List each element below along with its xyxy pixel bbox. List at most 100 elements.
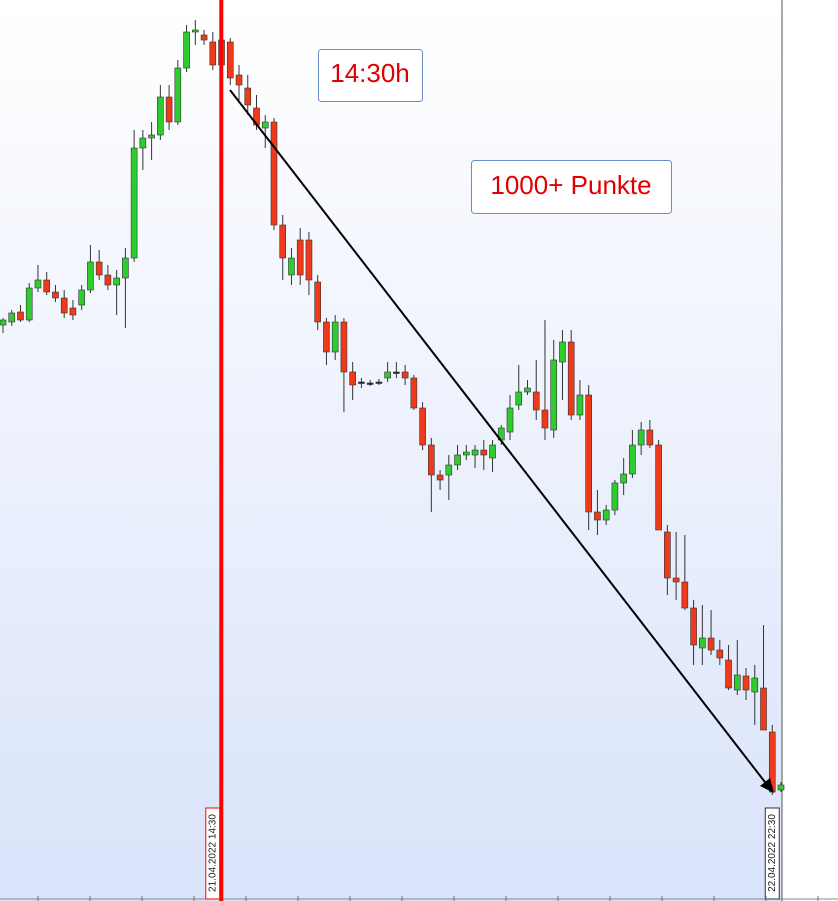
candle-body bbox=[52, 291, 59, 299]
candle bbox=[122, 248, 129, 328]
candle bbox=[777, 782, 785, 792]
candle bbox=[52, 285, 59, 302]
candle-body bbox=[733, 674, 741, 691]
x-tick-label: 22.04.2022 22:30 bbox=[767, 814, 778, 892]
candle bbox=[25, 283, 33, 322]
candle-body bbox=[34, 279, 42, 289]
candle bbox=[401, 365, 409, 385]
candle-body bbox=[113, 277, 120, 286]
candle-body bbox=[279, 224, 287, 259]
candle bbox=[340, 318, 348, 412]
candle-body bbox=[419, 407, 426, 446]
candle bbox=[594, 490, 601, 535]
candle bbox=[699, 605, 706, 665]
candle-body bbox=[148, 134, 155, 139]
candle bbox=[34, 265, 42, 292]
candle-body bbox=[480, 449, 488, 456]
arrow bbox=[229, 89, 774, 793]
candle bbox=[366, 380, 374, 386]
candle-body bbox=[454, 454, 461, 466]
plot-background bbox=[0, 0, 782, 901]
candle bbox=[646, 420, 654, 448]
candle bbox=[78, 285, 85, 310]
candle bbox=[655, 440, 662, 531]
candle bbox=[17, 305, 24, 322]
candle bbox=[760, 625, 767, 731]
candle bbox=[104, 265, 112, 290]
candle-body bbox=[463, 451, 470, 456]
candle bbox=[393, 362, 400, 378]
candle-body bbox=[567, 341, 575, 416]
candle-body bbox=[139, 137, 147, 149]
candle bbox=[611, 480, 619, 515]
candle bbox=[672, 532, 680, 600]
candle bbox=[148, 122, 155, 160]
candle bbox=[410, 375, 418, 410]
annotation-box bbox=[471, 160, 672, 214]
candle bbox=[480, 440, 488, 470]
candle bbox=[323, 318, 330, 365]
annotation-1: 14:30h bbox=[318, 49, 423, 102]
candle bbox=[664, 525, 671, 595]
candle bbox=[296, 228, 304, 285]
candle-body bbox=[524, 387, 531, 393]
candle-body bbox=[742, 675, 750, 691]
candle bbox=[419, 402, 426, 450]
candle-body bbox=[489, 444, 496, 459]
candle bbox=[742, 668, 750, 700]
candle-body bbox=[366, 382, 374, 385]
candle bbox=[183, 25, 190, 72]
candle-body bbox=[0, 319, 7, 326]
candle-body bbox=[270, 121, 278, 226]
candle-body bbox=[17, 311, 24, 321]
candle bbox=[165, 85, 173, 130]
candle-body bbox=[393, 371, 400, 374]
candle bbox=[585, 385, 592, 530]
candle-body bbox=[78, 289, 85, 306]
candle-body bbox=[375, 381, 383, 384]
candle bbox=[139, 130, 147, 170]
candle-body bbox=[777, 784, 785, 791]
candle bbox=[43, 272, 51, 295]
candle-body bbox=[585, 394, 592, 513]
candle bbox=[375, 379, 383, 385]
candle-body bbox=[314, 281, 321, 323]
candle-body bbox=[471, 449, 479, 456]
candle-body bbox=[261, 121, 269, 129]
candle bbox=[541, 320, 549, 440]
candle-body bbox=[43, 279, 51, 293]
candle bbox=[690, 600, 697, 665]
candle-body bbox=[541, 409, 549, 429]
candle bbox=[279, 215, 287, 280]
candle bbox=[270, 118, 278, 230]
candle bbox=[716, 640, 724, 665]
candle bbox=[314, 275, 321, 330]
candle bbox=[629, 430, 636, 478]
candle-body bbox=[629, 444, 636, 475]
candle-body bbox=[550, 359, 558, 431]
candle bbox=[471, 445, 479, 468]
candle-body bbox=[506, 407, 514, 433]
candle bbox=[113, 270, 120, 315]
candle-body bbox=[331, 321, 339, 353]
candle bbox=[69, 300, 77, 320]
candle bbox=[200, 30, 208, 45]
candle-body bbox=[699, 637, 706, 649]
candle-body bbox=[235, 74, 243, 86]
candle-body bbox=[594, 511, 601, 521]
annotation-2: 1000+ Punkte bbox=[471, 160, 672, 214]
candle-body bbox=[60, 297, 68, 314]
candle bbox=[209, 32, 217, 70]
candle bbox=[192, 20, 199, 45]
candle-body bbox=[340, 321, 348, 373]
candle-body bbox=[646, 429, 654, 446]
candle bbox=[550, 340, 558, 438]
candles bbox=[0, 20, 785, 795]
candle-body bbox=[681, 581, 689, 609]
candle bbox=[445, 455, 453, 500]
candle bbox=[567, 330, 575, 420]
candle-body bbox=[716, 649, 724, 659]
candle bbox=[0, 318, 7, 333]
candle-body bbox=[690, 607, 697, 646]
candle-body bbox=[436, 474, 444, 481]
